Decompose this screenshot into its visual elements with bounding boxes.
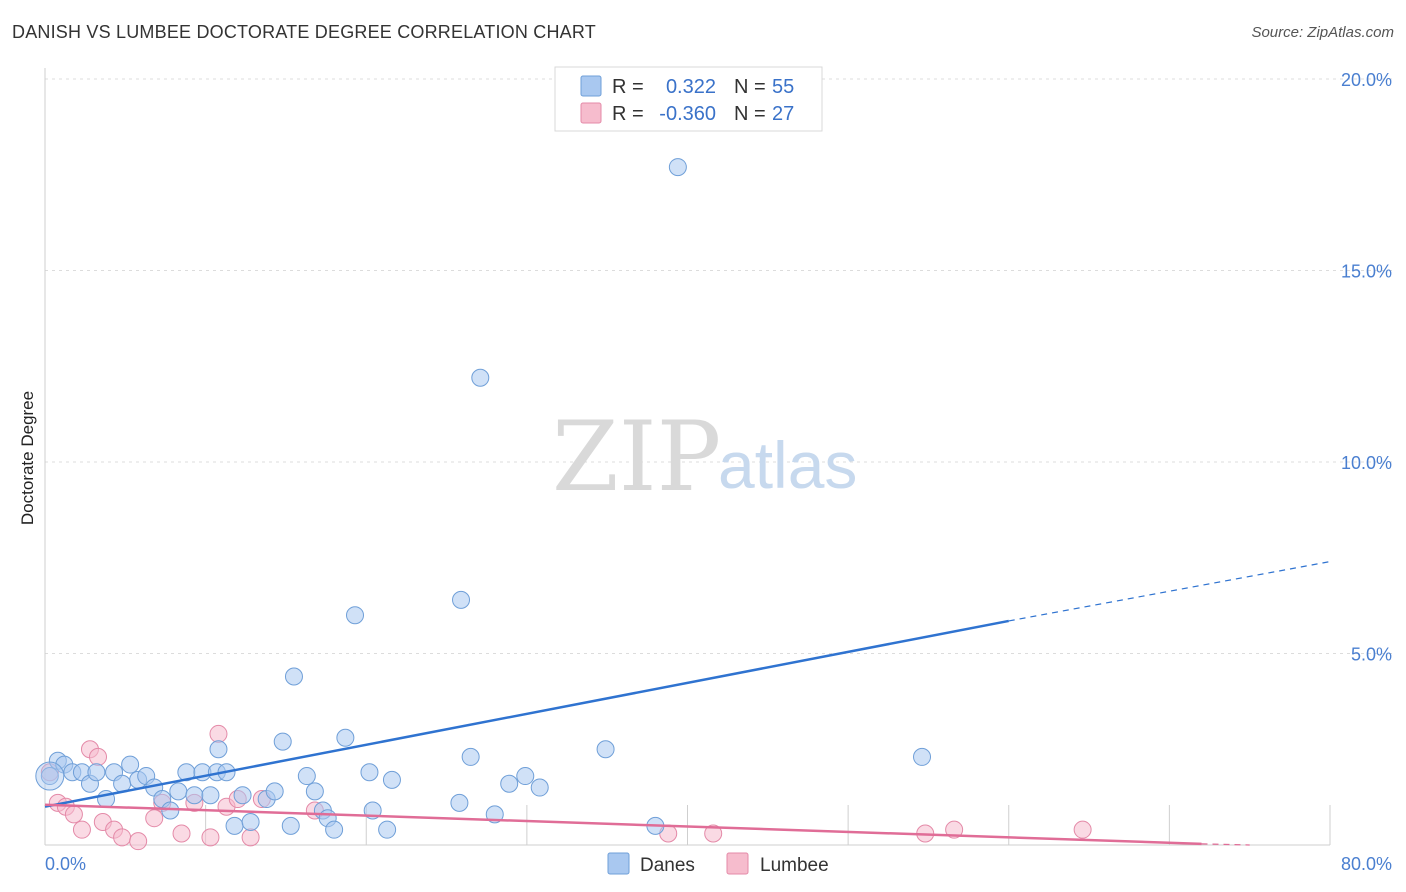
lumbee-point bbox=[209, 724, 228, 743]
series-legend-swatch-lumbee bbox=[726, 852, 749, 875]
danes-point bbox=[500, 774, 519, 793]
danes-point bbox=[596, 740, 615, 759]
lumbee-trend-extension bbox=[1201, 843, 1250, 846]
legend-n-value-danes: 55 bbox=[772, 76, 794, 98]
lumbee-point bbox=[113, 828, 132, 847]
danes-point bbox=[471, 368, 490, 387]
y-axis-label: Doctorate Degree bbox=[18, 391, 37, 525]
y-tick-label: 5.0% bbox=[1351, 645, 1392, 665]
source-label: Source: ZipAtlas.com bbox=[1251, 24, 1394, 41]
danes-point bbox=[284, 667, 303, 686]
danes-point bbox=[378, 820, 397, 839]
trend-lines bbox=[44, 560, 1331, 846]
lumbee-point bbox=[201, 828, 220, 847]
danes-point bbox=[233, 786, 252, 805]
danes-point bbox=[516, 767, 535, 786]
lumbee-point bbox=[704, 824, 723, 843]
legend-swatch-lumbee bbox=[580, 102, 602, 124]
lumbee-point bbox=[241, 828, 260, 847]
legend-r-label-danes: R = bbox=[612, 76, 644, 98]
lumbee-point bbox=[945, 820, 964, 839]
lumbee-point bbox=[72, 820, 91, 839]
legend-n-value-lumbee: 27 bbox=[772, 103, 794, 125]
danes-point bbox=[281, 816, 300, 835]
danes-point-cluster bbox=[35, 761, 65, 791]
danes-point bbox=[121, 755, 140, 774]
danes-point bbox=[169, 782, 188, 801]
danes-point bbox=[336, 728, 355, 747]
chart-title: DANISH VS LUMBEE DOCTORATE DEGREE CORREL… bbox=[12, 22, 596, 42]
danes-point bbox=[209, 740, 228, 759]
danes-point bbox=[452, 590, 471, 609]
x-tick-label: 80.0% bbox=[1341, 854, 1392, 874]
danes-point bbox=[305, 782, 324, 801]
x-tick-label: 0.0% bbox=[45, 854, 86, 874]
legend-n-label-danes: N = bbox=[734, 76, 766, 98]
lumbee-point bbox=[145, 809, 164, 828]
danes-point bbox=[346, 606, 365, 625]
danes-point bbox=[201, 786, 220, 805]
danes-trend-line bbox=[44, 619, 1009, 808]
danes-trend-extension bbox=[1008, 560, 1331, 622]
danes-point bbox=[241, 813, 260, 832]
danes-point bbox=[273, 732, 292, 751]
watermark-zip: ZIP bbox=[552, 401, 721, 513]
danes-point bbox=[668, 158, 687, 177]
legend-n-label-lumbee: N = bbox=[734, 103, 766, 125]
gridlines bbox=[45, 78, 1395, 654]
danes-point bbox=[265, 782, 284, 801]
danes-point bbox=[360, 763, 379, 782]
danes-point bbox=[185, 786, 204, 805]
danes-point bbox=[450, 793, 469, 812]
danes-point bbox=[161, 801, 180, 820]
lumbee-point bbox=[64, 805, 83, 824]
series-legend: Danes Lumbee bbox=[607, 852, 829, 876]
series-legend-label-lumbee: Lumbee bbox=[760, 855, 829, 876]
lumbee-point bbox=[172, 824, 191, 843]
legend-swatch-danes bbox=[580, 75, 602, 97]
y-tick-label: 15.0% bbox=[1341, 262, 1392, 282]
lumbee-point bbox=[1073, 820, 1092, 839]
series-legend-swatch-danes bbox=[607, 852, 630, 875]
danes-point bbox=[87, 763, 106, 782]
legend-r-value-lumbee: -0.360 bbox=[659, 103, 716, 125]
lumbee-point bbox=[89, 747, 108, 766]
y-tick-label: 20.0% bbox=[1341, 70, 1392, 90]
danes-point bbox=[325, 820, 344, 839]
danes-point bbox=[913, 747, 932, 766]
series-legend-label-danes: Danes bbox=[640, 855, 695, 876]
legend-r-value-danes: 0.322 bbox=[666, 76, 716, 98]
y-tick-label: 10.0% bbox=[1341, 453, 1392, 473]
danes-point bbox=[40, 767, 59, 786]
stats-legend: R = 0.322 N = 55 R = -0.360 N = 27 bbox=[554, 66, 823, 132]
lumbee-trend-line bbox=[44, 803, 1202, 846]
axis-ticks: 5.0% 10.0% 15.0% 20.0% 0.0% 80.0% bbox=[45, 70, 1392, 874]
danes-point bbox=[461, 747, 480, 766]
legend-r-label-lumbee: R = bbox=[612, 103, 644, 125]
danes-point bbox=[225, 816, 244, 835]
danes-point bbox=[382, 770, 401, 789]
danes-point bbox=[297, 767, 316, 786]
watermark-atlas: atlas bbox=[718, 428, 857, 502]
lumbee-point bbox=[129, 832, 148, 851]
danes-point bbox=[530, 778, 549, 797]
